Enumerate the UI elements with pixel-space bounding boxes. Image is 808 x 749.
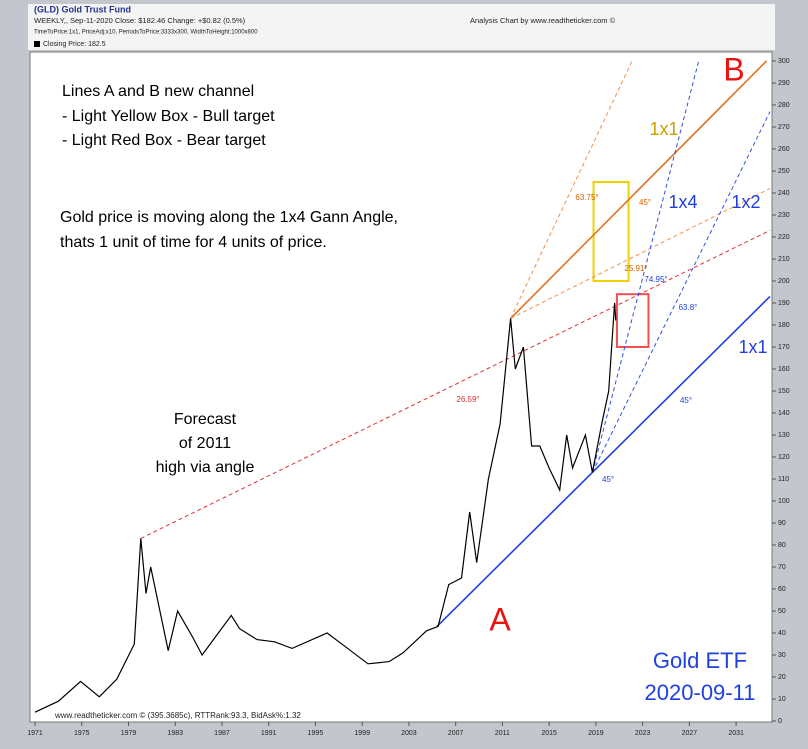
x-tick-label: 1971 xyxy=(27,730,43,737)
annotation: Gold price is moving along the 1x4 Gann … xyxy=(60,209,398,226)
header-info: WEEKLY,, Sep-11-2020 Close: $182.46 Chan… xyxy=(34,16,246,25)
x-tick-label: 2023 xyxy=(635,730,651,737)
annotation: 1x2 xyxy=(731,192,760,212)
gann-angle-line xyxy=(510,188,771,319)
annotation: Gold ETF xyxy=(653,648,747,673)
y-tick-label: 120 xyxy=(778,454,790,461)
x-tick-label: 2011 xyxy=(495,730,510,737)
annotation: thats 1 unit of time for 4 units of pric… xyxy=(60,234,327,251)
x-tick-label: 2003 xyxy=(401,730,417,737)
legend-swatch xyxy=(34,41,40,47)
gann-angle-line xyxy=(591,60,700,473)
y-tick-label: 20 xyxy=(778,674,786,681)
x-tick-label: 2027 xyxy=(682,730,698,737)
gann-angle-line xyxy=(510,60,768,319)
y-tick-label: 180 xyxy=(778,322,790,329)
y-tick-label: 220 xyxy=(778,234,790,241)
x-tick-label: 1995 xyxy=(308,730,324,737)
header-settings: TimeToPrice:1x1, PriceAdj:x10, PeriodsTo… xyxy=(34,30,258,36)
y-tick-label: 70 xyxy=(778,564,786,571)
target-box xyxy=(592,181,630,282)
annotation: 45° xyxy=(639,198,651,207)
annotation: A xyxy=(489,601,511,637)
legend-text: Closing Price: 182.5 xyxy=(43,41,106,48)
price-line xyxy=(34,302,617,713)
annotation: 74.95° xyxy=(644,275,667,284)
y-tick-label: 210 xyxy=(778,256,790,263)
y-tick-label: 60 xyxy=(778,586,786,593)
annotation: Lines A and B new channel xyxy=(62,83,254,100)
annotation: 45° xyxy=(680,396,692,405)
y-tick-label: 80 xyxy=(778,542,786,549)
y-tick-label: 290 xyxy=(778,80,790,87)
y-tick-label: 0 xyxy=(778,718,782,725)
x-tick-label: 2007 xyxy=(448,730,464,737)
annotation: 1x1 xyxy=(738,337,767,357)
y-tick-label: 190 xyxy=(778,300,790,307)
x-tick-label: 1991 xyxy=(261,730,277,737)
y-tick-label: 250 xyxy=(778,168,790,175)
y-tick-label: 240 xyxy=(778,190,790,197)
y-tick-label: 280 xyxy=(778,102,790,109)
annotation: high via angle xyxy=(156,459,255,476)
x-tick-label: 2015 xyxy=(541,730,557,737)
x-tick-label: 2031 xyxy=(728,730,744,737)
annotation: 1x1 xyxy=(649,119,678,139)
y-tick-label: 140 xyxy=(778,410,790,417)
x-tick-label: 1979 xyxy=(121,730,137,737)
y-tick-label: 230 xyxy=(778,212,790,219)
x-tick-label: 1983 xyxy=(167,730,183,737)
y-tick-label: 200 xyxy=(778,278,790,285)
y-tick-label: 150 xyxy=(778,388,790,395)
y-tick-label: 90 xyxy=(778,520,786,527)
annotation: 2020-09-11 xyxy=(645,680,756,705)
annotation: 1x4 xyxy=(668,192,697,212)
annotation: Forecast xyxy=(174,411,237,428)
header-credit: Analysis Chart by www.readtheticker.com … xyxy=(470,16,616,25)
annotation: 63.75° xyxy=(575,193,598,202)
annotation: - Light Yellow Box - Bull target xyxy=(62,108,275,125)
annotation: - Light Red Box - Bear target xyxy=(62,132,266,149)
target-box xyxy=(615,293,650,349)
y-tick-label: 170 xyxy=(778,344,790,351)
y-tick-label: 160 xyxy=(778,366,790,373)
annotation: 45° xyxy=(602,475,614,484)
y-tick-label: 100 xyxy=(778,498,790,505)
annotation: of 2011 xyxy=(179,435,231,452)
y-tick-label: 30 xyxy=(778,652,786,659)
y-tick-label: 40 xyxy=(778,630,786,637)
gann-angle-line xyxy=(140,229,771,539)
header-title: (GLD) Gold Trust Fund xyxy=(34,4,131,14)
x-tick-label: 1975 xyxy=(74,730,90,737)
annotation: 25.91° xyxy=(624,264,647,273)
footer-text: www.readtheticker.com © (395.3685c), RTT… xyxy=(54,711,301,720)
x-tick-label: 1987 xyxy=(214,730,230,737)
annotation: B xyxy=(723,51,744,87)
y-tick-label: 260 xyxy=(778,146,790,153)
gann-angle-line xyxy=(510,60,633,319)
y-tick-label: 10 xyxy=(778,696,786,703)
y-tick-label: 50 xyxy=(778,608,786,615)
gann-angle-line xyxy=(436,295,771,627)
annotation: 63.8° xyxy=(679,303,698,312)
header-panel xyxy=(28,4,775,50)
annotation: 26.59° xyxy=(456,395,479,404)
x-tick-label: 1999 xyxy=(354,730,370,737)
plot-frame xyxy=(29,51,773,723)
y-tick-label: 270 xyxy=(778,124,790,131)
y-tick-label: 300 xyxy=(778,58,790,65)
x-tick-label: 2019 xyxy=(588,730,604,737)
y-tick-label: 110 xyxy=(778,476,789,483)
y-tick-label: 130 xyxy=(778,432,790,439)
